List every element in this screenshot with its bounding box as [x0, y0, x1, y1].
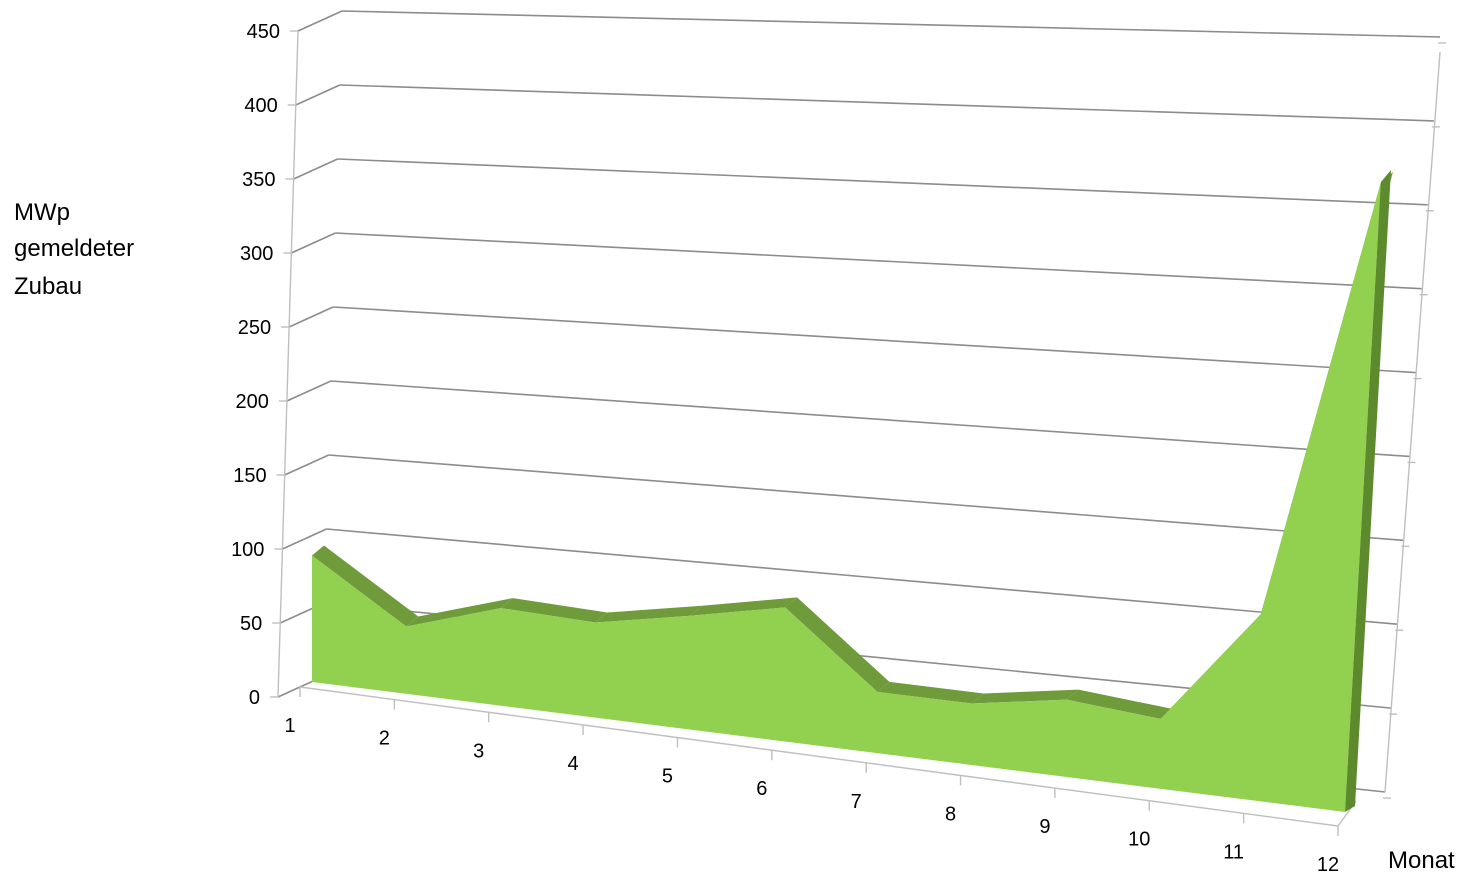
y-tick-label-300: 300 — [240, 243, 273, 265]
y-tick-label-400: 400 — [244, 95, 277, 117]
gridline-300 — [335, 233, 1421, 289]
y-axis-title-line-3: Zubau — [14, 273, 82, 300]
x-tick-label-12: 12 — [1317, 854, 1339, 876]
area-series — [312, 170, 1393, 812]
x-tick-label-11: 11 — [1223, 841, 1244, 863]
gridline-200 — [331, 381, 1410, 456]
x-tick-label-1: 1 — [284, 715, 295, 737]
y-tick-label-200: 200 — [236, 391, 269, 413]
gridline-side-450 — [298, 11, 342, 31]
x-tick-label-10: 10 — [1128, 829, 1150, 851]
y-tick-label-50: 50 — [240, 613, 262, 635]
x-tick-label-8: 8 — [945, 803, 956, 825]
gridline-side-150 — [285, 455, 329, 475]
y-tick-label-450: 450 — [247, 21, 280, 43]
gridline-450 — [342, 11, 1440, 37]
x-tick-label-5: 5 — [662, 766, 673, 788]
x-tick-label-6: 6 — [756, 778, 767, 800]
x-tick-label-2: 2 — [379, 728, 390, 750]
gridline-side-300 — [291, 233, 335, 253]
x-tick-label-3: 3 — [473, 740, 484, 762]
gridline-side-350 — [294, 159, 338, 179]
gridline-side-400 — [296, 85, 340, 105]
gridline-400 — [340, 85, 1434, 121]
gridline-150 — [329, 455, 1404, 540]
x-tick-label-9: 9 — [1039, 816, 1050, 838]
x-axis-title: Monat — [1388, 847, 1455, 874]
y-axis-title-line-2: gemeldeter — [14, 235, 134, 262]
y-tick-label-100: 100 — [231, 539, 264, 561]
y-axis-title-line-1: MWp — [14, 199, 70, 226]
gridline-side-250 — [289, 307, 333, 327]
x-tick-label-7: 7 — [851, 791, 862, 813]
y-tick-labels: 0 50 100 150 200 250 300 350 400 450 — [231, 21, 280, 709]
y-tick-label-350: 350 — [242, 169, 275, 191]
y-tick-label-0: 0 — [249, 687, 260, 709]
gridline-side-100 — [282, 529, 326, 549]
gridline-250 — [333, 307, 1415, 373]
x-tick-label-4: 4 — [568, 753, 579, 775]
y-axis-line-right — [1385, 52, 1440, 792]
gridline-side-200 — [287, 381, 331, 401]
y-tick-label-150: 150 — [233, 465, 266, 487]
y-axis-line — [278, 31, 298, 697]
gridline-350 — [338, 159, 1428, 205]
y-tick-label-250: 250 — [238, 317, 271, 339]
area-front-face — [312, 182, 1381, 812]
